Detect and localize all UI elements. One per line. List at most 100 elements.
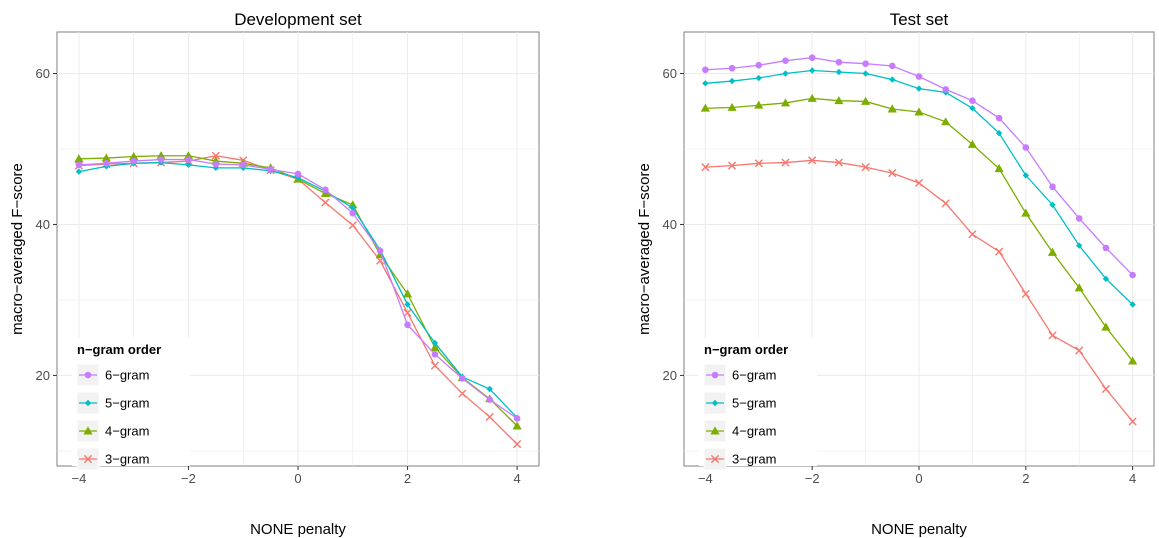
data-point [994, 164, 1004, 173]
data-point [702, 66, 709, 74]
data-point [403, 308, 412, 317]
data-point [349, 209, 357, 217]
data-point [512, 421, 522, 430]
data-point [888, 62, 896, 70]
y-tick-label: 40 [663, 217, 677, 232]
y-tick-label: 20 [663, 368, 677, 383]
data-point [807, 93, 817, 102]
data-point [860, 96, 871, 105]
data-point [995, 129, 1003, 137]
data-point [1128, 356, 1138, 365]
data-point [349, 204, 356, 212]
x-tick-label: 4 [513, 471, 520, 486]
data-point [700, 103, 710, 112]
data-point [969, 105, 976, 112]
data-point [267, 166, 274, 173]
legend-label-5-gram: 5−gram [105, 396, 149, 411]
data-point [211, 151, 220, 160]
x-axis-label: NONE penalty [250, 521, 346, 538]
y-axis-label: macro−averaged F−score [636, 163, 653, 335]
data-point [1021, 289, 1030, 299]
legend: n−gram order 6−gram 5−gram 4−gram 3−gram [72, 338, 190, 471]
data-point [1075, 346, 1084, 355]
data-point [1075, 215, 1083, 222]
data-point [888, 169, 897, 178]
x-tick-label: 2 [404, 471, 411, 486]
data-point [1076, 242, 1083, 249]
data-point [915, 73, 923, 80]
axis-ticks: −4 −2 0 2 4 20 40 60 [663, 66, 1137, 486]
legend: n−gram order 6−gram 5−gram 4−gram 3−gram [699, 338, 817, 471]
legend-key-marker [710, 426, 720, 435]
data-point [782, 57, 789, 64]
data-point [781, 158, 790, 167]
data-point [862, 70, 869, 77]
data-point [212, 164, 220, 172]
data-point [102, 160, 110, 167]
data-point [1049, 183, 1056, 191]
series-3-gram [701, 156, 1137, 426]
series-5-gram [702, 67, 1136, 308]
data-point [1048, 331, 1057, 340]
data-point [862, 60, 869, 68]
legend-key-4-gram [703, 419, 727, 443]
data-point [942, 86, 950, 93]
x-tick-label: 0 [294, 471, 301, 486]
legend-label-6-gram: 6−gram [105, 368, 149, 383]
x-tick-label: 0 [915, 471, 922, 486]
series-4-gram [700, 93, 1138, 365]
legend-key-marker [711, 371, 719, 379]
data-point [239, 161, 247, 169]
data-point [129, 151, 139, 160]
data-point [915, 85, 923, 92]
data-point [430, 361, 440, 370]
data-point [513, 415, 521, 422]
data-point [780, 98, 791, 107]
series-6-gram [75, 156, 521, 422]
data-point [1102, 244, 1110, 252]
x-tick-label: −2 [181, 471, 196, 486]
data-series [700, 54, 1138, 426]
data-point [755, 61, 763, 69]
data-point [431, 350, 439, 358]
data-point [101, 153, 111, 162]
y-tick-label: 60 [663, 66, 677, 81]
legend-label-3-gram: 3−gram [732, 452, 776, 467]
data-point [969, 97, 976, 104]
data-point [701, 163, 710, 172]
data-point [402, 289, 413, 298]
x-tick-label: −2 [805, 471, 820, 486]
series-6-gram [702, 54, 1136, 279]
legend-key-marker [83, 426, 93, 435]
x-axis-label: NONE penalty [871, 521, 967, 538]
legend-key-marker [711, 399, 719, 407]
data-point [321, 198, 330, 207]
data-point [430, 342, 440, 351]
legend-key-5-gram [76, 391, 100, 415]
data-point [1021, 208, 1031, 217]
data-point [728, 64, 736, 72]
data-point [1022, 144, 1030, 151]
data-point [861, 163, 870, 172]
data-point [727, 102, 737, 111]
data-point [754, 100, 764, 109]
data-point [754, 159, 763, 168]
legend-title: n−gram order [704, 342, 788, 357]
data-point [1102, 275, 1110, 283]
data-point [834, 96, 844, 105]
data-point [727, 161, 737, 170]
chart-title: Test set [890, 10, 949, 29]
x-tick-label: −4 [698, 471, 713, 486]
data-point [1022, 172, 1030, 179]
data-point [185, 156, 192, 163]
data-point [322, 186, 329, 194]
test-set-chart: −4 −2 0 2 4 20 40 60 Test set NONE penalty macr… [636, 10, 1155, 538]
data-point [1101, 384, 1111, 394]
data-point [1128, 417, 1137, 426]
x-tick-label: 4 [1129, 471, 1136, 486]
data-point [212, 160, 220, 168]
data-point [1129, 271, 1136, 279]
legend-title: n−gram order [77, 342, 161, 357]
x-tick-label: −4 [71, 471, 86, 486]
